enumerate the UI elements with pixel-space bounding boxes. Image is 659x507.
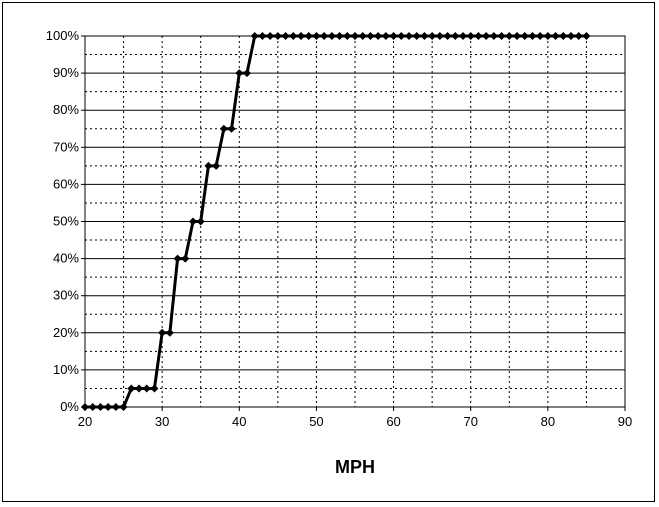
data-point (405, 32, 413, 40)
data-point (88, 403, 97, 411)
data-point (266, 32, 275, 40)
data-point (219, 124, 228, 133)
data-point (389, 32, 398, 40)
data-point (451, 32, 460, 40)
x-tick-label: 40 (232, 414, 246, 429)
data-point (142, 384, 151, 393)
x-tick-label: 30 (155, 414, 169, 429)
data-point (536, 32, 545, 40)
x-tick-label: 80 (541, 414, 555, 429)
data-point (559, 32, 568, 40)
data-point (520, 32, 529, 40)
x-tick-label: 90 (618, 414, 632, 429)
data-point (181, 254, 190, 263)
data-point (196, 217, 205, 226)
data-point (374, 32, 383, 40)
y-tick-label: 20% (53, 325, 79, 340)
data-point (474, 32, 483, 40)
data-point (497, 32, 506, 40)
data-point (243, 69, 251, 78)
data-point (304, 32, 313, 40)
x-tick-label: 70 (463, 414, 477, 429)
y-tick-label: 80% (53, 102, 79, 117)
data-point (428, 32, 437, 40)
data-point (258, 32, 267, 40)
data-point (482, 32, 491, 40)
data-point (505, 32, 514, 40)
data-point (528, 32, 537, 40)
data-point (135, 384, 143, 393)
data-point (343, 32, 352, 40)
data-point (158, 328, 167, 337)
data-point (235, 69, 244, 78)
y-tick-label: 90% (53, 65, 79, 80)
x-tick-label: 60 (386, 414, 400, 429)
data-point (358, 32, 367, 40)
data-point (127, 384, 136, 393)
data-point (335, 32, 344, 40)
y-tick-label: 70% (53, 139, 79, 154)
series-layer (81, 32, 591, 411)
data-point (567, 32, 575, 40)
data-point (320, 32, 329, 40)
data-point (204, 161, 213, 170)
tick-layer: 0% 10% 20% 30% 40% 50% 60% 70% 80% 90% 100% 20 30 40 5… (46, 28, 632, 429)
y-tick-label: 0% (60, 399, 79, 414)
chart-svg: 0% 10% 20% 30% 40% 50% 60% 70% 80% 90% 100% 20 30 40 5… (46, 28, 632, 477)
data-point (466, 32, 475, 40)
data-point (189, 217, 197, 226)
y-tick-label: 10% (53, 362, 79, 377)
data-point (574, 32, 583, 40)
data-point (381, 32, 390, 40)
data-point (297, 32, 305, 40)
y-tick-label: 30% (53, 288, 79, 303)
data-point (397, 32, 406, 40)
y-tick-label: 50% (53, 214, 79, 229)
x-tick-label: 20 (78, 414, 92, 429)
data-point (551, 32, 560, 40)
y-tick-label: 100% (46, 28, 80, 43)
data-point (582, 32, 591, 40)
data-point (327, 32, 336, 40)
data-point (173, 254, 182, 263)
data-point (420, 32, 429, 40)
x-tick-label: 50 (309, 414, 323, 429)
data-point (412, 32, 421, 40)
y-tick-label: 60% (53, 176, 79, 191)
data-point (513, 32, 521, 40)
data-point (273, 32, 282, 40)
y-tick-label: 40% (53, 251, 79, 266)
data-point (81, 403, 89, 411)
data-point (281, 32, 290, 40)
data-point (312, 32, 321, 40)
data-point (150, 384, 159, 393)
data-point (459, 32, 467, 40)
data-point (119, 403, 128, 411)
data-point (212, 161, 221, 170)
data-point (289, 32, 298, 40)
data-point (250, 32, 259, 40)
x-axis-title: MPH (335, 457, 375, 477)
data-point (366, 32, 375, 40)
data-point (111, 403, 120, 411)
data-point (443, 32, 452, 40)
data-point (489, 32, 498, 40)
data-point (96, 403, 105, 411)
data-point (435, 32, 444, 40)
chart-frame: 0% 10% 20% 30% 40% 50% 60% 70% 80% 90% 100% 20 30 40 5… (2, 2, 655, 502)
data-point (351, 32, 359, 40)
grid-layer (85, 36, 625, 407)
data-point (165, 328, 174, 337)
data-point (543, 32, 552, 40)
data-point (104, 403, 113, 411)
data-point (227, 124, 236, 133)
